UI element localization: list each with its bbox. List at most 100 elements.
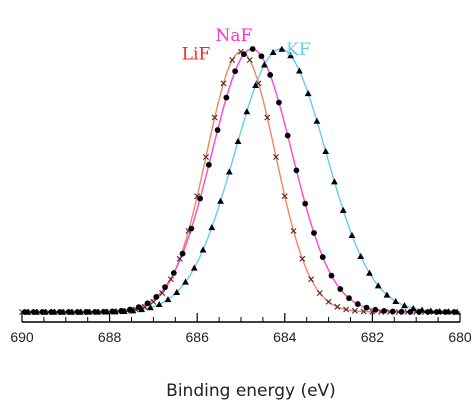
series-label-lif: LiF: [182, 45, 211, 65]
data-point-naf: [258, 53, 265, 60]
data-point-kf: [208, 223, 216, 231]
data-point-kf: [295, 67, 303, 74]
data-point-naf: [311, 230, 317, 236]
data-point-kf: [147, 304, 154, 311]
data-point-lif: [325, 298, 332, 305]
data-point-kf: [278, 45, 286, 52]
data-point-naf: [293, 167, 300, 174]
data-point-lif: [229, 57, 236, 63]
data-point-kf: [304, 90, 312, 97]
data-point-naf: [284, 132, 291, 139]
x-tick-label-686: 686: [186, 329, 210, 345]
data-point-naf: [372, 306, 379, 313]
data-point-kf: [444, 308, 452, 315]
data-point-lif: [290, 227, 297, 234]
data-point-kf: [112, 308, 119, 315]
series-line-kf: [22, 48, 461, 313]
data-point-kf: [453, 308, 461, 315]
data-point-naf: [170, 270, 177, 276]
data-point-kf: [94, 308, 102, 315]
data-point-lif: [246, 57, 253, 63]
data-point-kf: [313, 117, 321, 124]
data-point-naf: [162, 284, 168, 291]
data-point-lif: [211, 114, 218, 121]
data-point-kf: [357, 252, 365, 259]
data-point-lif: [343, 306, 350, 313]
data-point-kf: [418, 306, 426, 313]
data-point-naf: [232, 68, 239, 75]
data-point-naf: [205, 161, 212, 168]
series-label-kf: KF: [286, 40, 311, 60]
data-point-kf: [366, 269, 373, 276]
data-point-naf: [153, 294, 160, 300]
x-axis-ticks: 690 688 686 684 682 680: [10, 313, 472, 345]
plot-area: [19, 45, 461, 315]
data-point-kf: [85, 308, 93, 315]
data-point-lif: [351, 307, 358, 314]
data-point-kf: [401, 302, 408, 309]
series-line-lif: [22, 50, 460, 313]
data-point-lif: [316, 290, 323, 297]
data-point-lif: [299, 255, 306, 262]
x-tick-label-688: 688: [98, 329, 122, 345]
data-point-kf: [138, 306, 146, 313]
data-point-naf: [346, 295, 352, 302]
data-point-lif: [202, 154, 209, 160]
data-point-kf: [287, 52, 295, 59]
data-point-naf: [276, 99, 282, 106]
data-point-kf: [129, 307, 137, 314]
data-point-naf: [197, 195, 203, 202]
data-point-kf: [199, 246, 207, 253]
data-point-kf: [225, 168, 233, 175]
series-lines: [22, 48, 461, 313]
data-point-naf: [249, 46, 256, 52]
data-point-kf: [269, 48, 277, 56]
data-point-naf: [267, 71, 274, 78]
data-point-kf: [252, 81, 259, 88]
data-point-kf: [173, 288, 181, 295]
data-point-lif: [273, 154, 280, 160]
data-point-kf: [322, 147, 330, 155]
data-point-lif: [334, 303, 341, 310]
x-axis-title: Binding energy (eV): [166, 381, 336, 401]
data-point-kf: [260, 61, 268, 68]
data-point-lif: [220, 80, 227, 87]
data-point-naf: [144, 300, 151, 307]
series-line-naf: [22, 48, 460, 313]
data-point-kf: [243, 108, 251, 115]
data-point-lif: [159, 290, 166, 297]
data-point-kf: [59, 308, 67, 315]
data-point-naf: [337, 286, 344, 292]
x-tick-label-684: 684: [273, 329, 297, 345]
x-tick-label-680: 680: [448, 329, 472, 345]
data-point-naf: [328, 272, 335, 279]
series-markers: [19, 45, 461, 315]
data-point-naf: [363, 304, 370, 311]
data-point-naf: [188, 225, 195, 232]
data-point-naf: [223, 94, 230, 101]
data-point-naf: [302, 200, 309, 207]
data-point-kf: [383, 291, 391, 298]
data-point-naf: [398, 308, 405, 315]
series-label-naf: NaF: [216, 26, 253, 46]
data-point-naf: [319, 254, 326, 260]
data-point-lif: [167, 276, 174, 283]
data-point-naf: [135, 304, 142, 311]
data-point-kf: [409, 304, 417, 311]
x-tick-label-682: 682: [361, 329, 385, 345]
data-point-kf: [155, 300, 163, 308]
data-point-kf: [436, 308, 443, 315]
data-point-kf: [50, 308, 58, 315]
data-point-kf: [427, 307, 435, 314]
data-point-kf: [68, 308, 76, 315]
data-point-kf: [339, 206, 347, 213]
data-point-lif: [150, 298, 157, 305]
data-point-kf: [217, 197, 224, 204]
data-point-naf: [240, 51, 247, 58]
data-point-lif: [308, 276, 315, 283]
x-tick-label-690: 690: [10, 329, 34, 345]
data-point-naf: [389, 308, 396, 315]
data-point-kf: [76, 308, 84, 315]
